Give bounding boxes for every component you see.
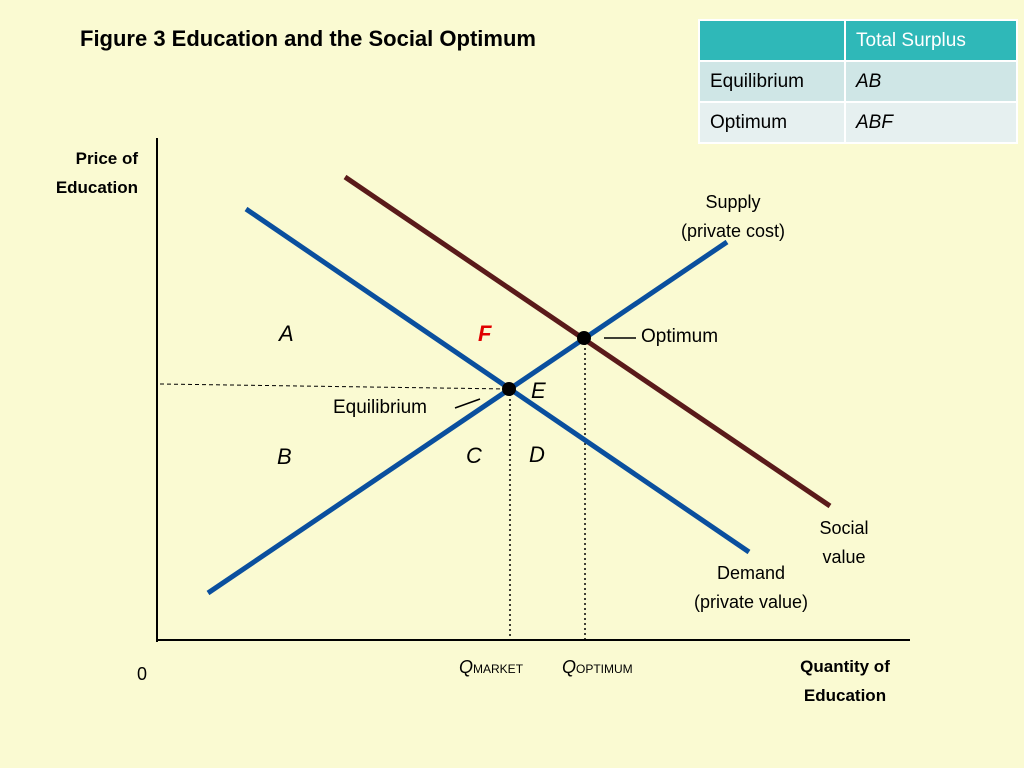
table-row-value: AB <box>844 60 1018 103</box>
q-optimum-subscript: OPTIMUM <box>576 662 633 676</box>
q-market-symbol: Q <box>459 657 474 677</box>
y-axis-label-line: Education <box>55 178 138 197</box>
table-header-cell: Total Surplus <box>844 19 1018 62</box>
q-market-label: QMARKET <box>459 657 523 678</box>
area-label-d: D <box>529 442 545 467</box>
demand-label-line: (private value) <box>693 592 809 612</box>
supply-label-line: Supply <box>705 192 761 212</box>
y-axis-label: Price of Education <box>38 144 138 202</box>
x-axis-label-line: Education <box>803 686 887 705</box>
equilibrium-label: Equilibrium <box>333 397 427 418</box>
table-header-cell <box>698 19 846 62</box>
table-row-label: Equilibrium <box>698 60 846 103</box>
table-row-label: Optimum <box>698 101 846 144</box>
supply-label: Supply (private cost) <box>663 188 803 246</box>
area-label-e: E <box>531 378 546 403</box>
equilibrium-price-guide <box>159 383 510 390</box>
table-header-row: Total Surplus <box>698 19 1018 62</box>
demand-label-line: Demand <box>716 563 786 583</box>
demand-curve <box>244 206 751 555</box>
social-value-label: Social value <box>806 514 882 572</box>
x-axis-label: Quantity of Education <box>780 652 910 710</box>
figure-title: Figure 3 Education and the Social Optimu… <box>80 26 536 51</box>
y-axis-label-line: Price of <box>75 149 138 168</box>
demand-label: Demand (private value) <box>676 559 826 617</box>
area-label-a: A <box>279 321 294 346</box>
origin-label: 0 <box>137 664 148 684</box>
equilibrium-pointer <box>454 398 481 409</box>
social-value-label-line: value <box>822 547 866 567</box>
supply-label-line: (private cost) <box>680 221 786 241</box>
table-row: Equilibrium AB <box>698 60 1018 103</box>
area-label-c: C <box>466 443 482 468</box>
equilibrium-point <box>502 382 516 396</box>
surplus-table: Total Surplus Equilibrium AB Optimum ABF <box>698 19 1018 144</box>
q-market-subscript: MARKET <box>473 662 524 676</box>
optimum-label: Optimum <box>641 326 719 347</box>
social-value-label-line: Social <box>819 518 869 538</box>
supply-curve <box>206 239 729 596</box>
q-optimum-symbol: Q <box>562 657 577 677</box>
x-axis-label-line: Quantity of <box>800 657 890 676</box>
area-label-f: F <box>478 321 492 346</box>
area-label-b: B <box>277 444 292 469</box>
table-row-value: ABF <box>844 101 1018 144</box>
table-row: Optimum ABF <box>698 101 1018 144</box>
q-optimum-label: QOPTIMUM <box>562 657 633 678</box>
optimum-point <box>577 331 591 345</box>
